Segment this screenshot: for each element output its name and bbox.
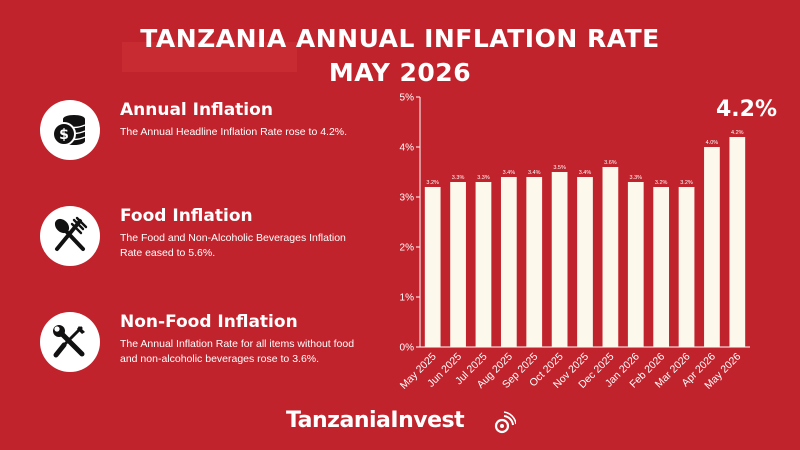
title-line-1: TANZANIA ANNUAL INFLATION RATE <box>140 24 660 53</box>
y-tick-label: 3% <box>400 193 415 204</box>
data-label: 3.4% <box>579 170 592 176</box>
bar <box>627 182 644 347</box>
section-text: The Annual Inflation Rate for all items … <box>120 338 355 365</box>
data-label: 3.2% <box>655 180 668 186</box>
bar <box>450 182 466 347</box>
section-text: The Food and Non-Alcoholic Beverages Inf… <box>120 232 346 259</box>
spoon-fork-icon <box>40 206 100 266</box>
y-tick-label: 2% <box>400 243 415 254</box>
data-label: 3.5% <box>553 165 566 171</box>
bar <box>475 182 492 347</box>
y-tick-label: 5% <box>400 93 415 104</box>
highlight-value-label: 4.2% <box>716 97 778 122</box>
data-label: 4.0% <box>706 140 719 146</box>
wrench-screwdriver-icon <box>40 312 100 372</box>
data-label: 3.4% <box>503 170 516 176</box>
y-tick-label: 0% <box>400 343 415 354</box>
title-line-2: MAY 2026 <box>328 58 472 87</box>
page-title: TANZANIA ANNUAL INFLATION RATE MAY 2026 <box>0 22 800 90</box>
bar <box>704 147 720 347</box>
bar <box>729 137 746 347</box>
money-stack-icon: $ <box>40 100 100 160</box>
bar <box>577 177 593 347</box>
section-title: Non-Food Inflation <box>120 312 298 332</box>
data-label: 3.3% <box>477 175 490 181</box>
signal-icon <box>494 411 516 434</box>
bar <box>602 167 619 347</box>
data-label: 3.6% <box>604 160 617 166</box>
data-label: 3.3% <box>629 175 642 181</box>
section-text: The Annual Headline Inflation Rate rose … <box>120 126 348 138</box>
non-food-inflation-section: Non-Food Inflation The Annual Inflation … <box>40 312 370 382</box>
data-label: 3.2% <box>680 180 693 186</box>
brand-logo: TanzaniaInvest <box>286 408 465 433</box>
data-label: 3.3% <box>452 175 465 181</box>
y-tick-label: 1% <box>400 293 415 304</box>
bar <box>678 187 695 347</box>
data-label: 4.2% <box>731 130 744 136</box>
section-title: Annual Inflation <box>120 100 273 120</box>
bar <box>500 177 517 347</box>
food-inflation-section: Food Inflation The Food and Non-Alcoholi… <box>40 206 370 276</box>
y-tick-label: 4% <box>400 143 415 154</box>
svg-text:$: $ <box>59 127 69 143</box>
bar <box>526 177 543 347</box>
annual-inflation-section: $ Annual Inflation The Annual Headline I… <box>40 100 370 170</box>
data-label: 3.2% <box>426 180 439 186</box>
bar <box>551 172 568 347</box>
bar <box>653 187 670 347</box>
bar <box>424 187 441 347</box>
data-label: 3.4% <box>528 170 541 176</box>
section-title: Food Inflation <box>120 206 253 226</box>
decorative-bar <box>122 42 297 72</box>
